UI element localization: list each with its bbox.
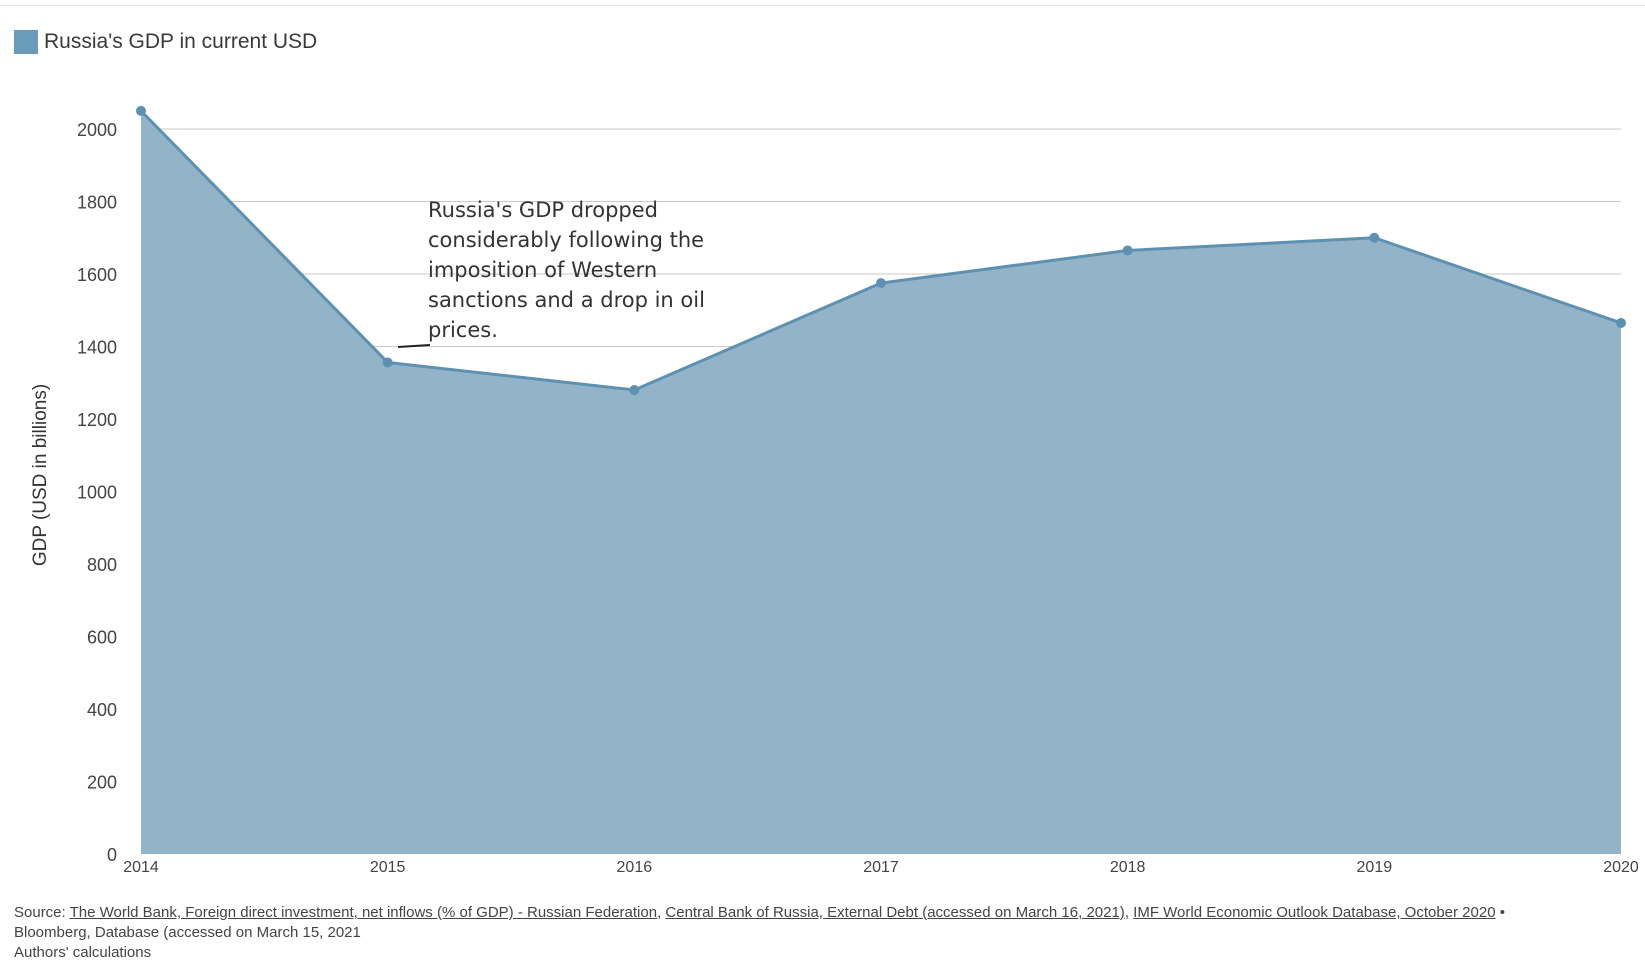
- data-point: [876, 278, 886, 289]
- y-tick-label: 600: [87, 628, 117, 648]
- source-line-2: Bloomberg, Database (accessed on March 1…: [14, 924, 361, 941]
- y-tick-label: 200: [87, 773, 117, 793]
- legend: Russia's GDP in current USD: [14, 30, 317, 54]
- y-tick-label: 0: [107, 845, 117, 865]
- annotation-connector: [397, 344, 431, 348]
- data-point: [382, 357, 393, 368]
- data-point: [136, 105, 146, 116]
- source-prefix: Source:: [14, 904, 70, 921]
- y-tick-label: 1600: [77, 265, 117, 285]
- x-tick-label: 2014: [123, 859, 159, 876]
- source-line-1: Source: The World Bank, Foreign direct i…: [14, 904, 1505, 921]
- source-link-imf[interactable]: IMF World Economic Outlook Database, Oct…: [1133, 904, 1496, 921]
- legend-label: Russia's GDP in current USD: [44, 30, 318, 53]
- y-tick-label: 2000: [77, 120, 117, 140]
- x-tick-label: 2015: [370, 859, 406, 876]
- x-axis-ticks: 2014 2015 2016 2017 2018 2019 2020: [123, 859, 1639, 876]
- data-points: [136, 105, 1626, 395]
- y-tick-label: 1200: [77, 410, 117, 430]
- top-divider: [0, 5, 1645, 6]
- y-axis-ticks: 0 200 400 600 800 1000 1200 1400 1600 1800 2000: [77, 120, 117, 865]
- source-link-central-bank[interactable]: Central Bank of Russia, External Debt (a…: [665, 904, 1125, 921]
- y-tick-label: 800: [87, 555, 117, 575]
- data-point: [629, 385, 640, 395]
- y-tick-label: 1000: [77, 483, 117, 503]
- x-tick-label: 2017: [863, 859, 899, 876]
- source-note: Source: The World Bank, Foreign direct i…: [14, 903, 1639, 963]
- y-axis-label: GDP (USD in billions): [30, 384, 51, 566]
- x-tick-label: 2016: [617, 859, 653, 876]
- y-tick-label: 400: [87, 700, 117, 720]
- data-point: [1122, 245, 1133, 256]
- y-tick-label: 1400: [77, 338, 117, 358]
- x-tick-label: 2018: [1110, 859, 1146, 876]
- annotation-text: Russia's GDP dropped considerably follow…: [428, 198, 705, 342]
- data-point: [1369, 232, 1380, 243]
- x-tick-label: 2020: [1603, 859, 1639, 876]
- y-tick-label: 1800: [77, 193, 117, 213]
- source-bullet: •: [1495, 904, 1505, 921]
- x-tick-label: 2019: [1357, 859, 1393, 876]
- data-point: [1616, 317, 1626, 328]
- legend-swatch: [14, 30, 38, 54]
- source-line-3: Authors' calculations: [14, 944, 152, 961]
- source-link-world-bank[interactable]: The World Bank, Foreign direct investmen…: [69, 904, 658, 921]
- area-fill: [141, 110, 1621, 854]
